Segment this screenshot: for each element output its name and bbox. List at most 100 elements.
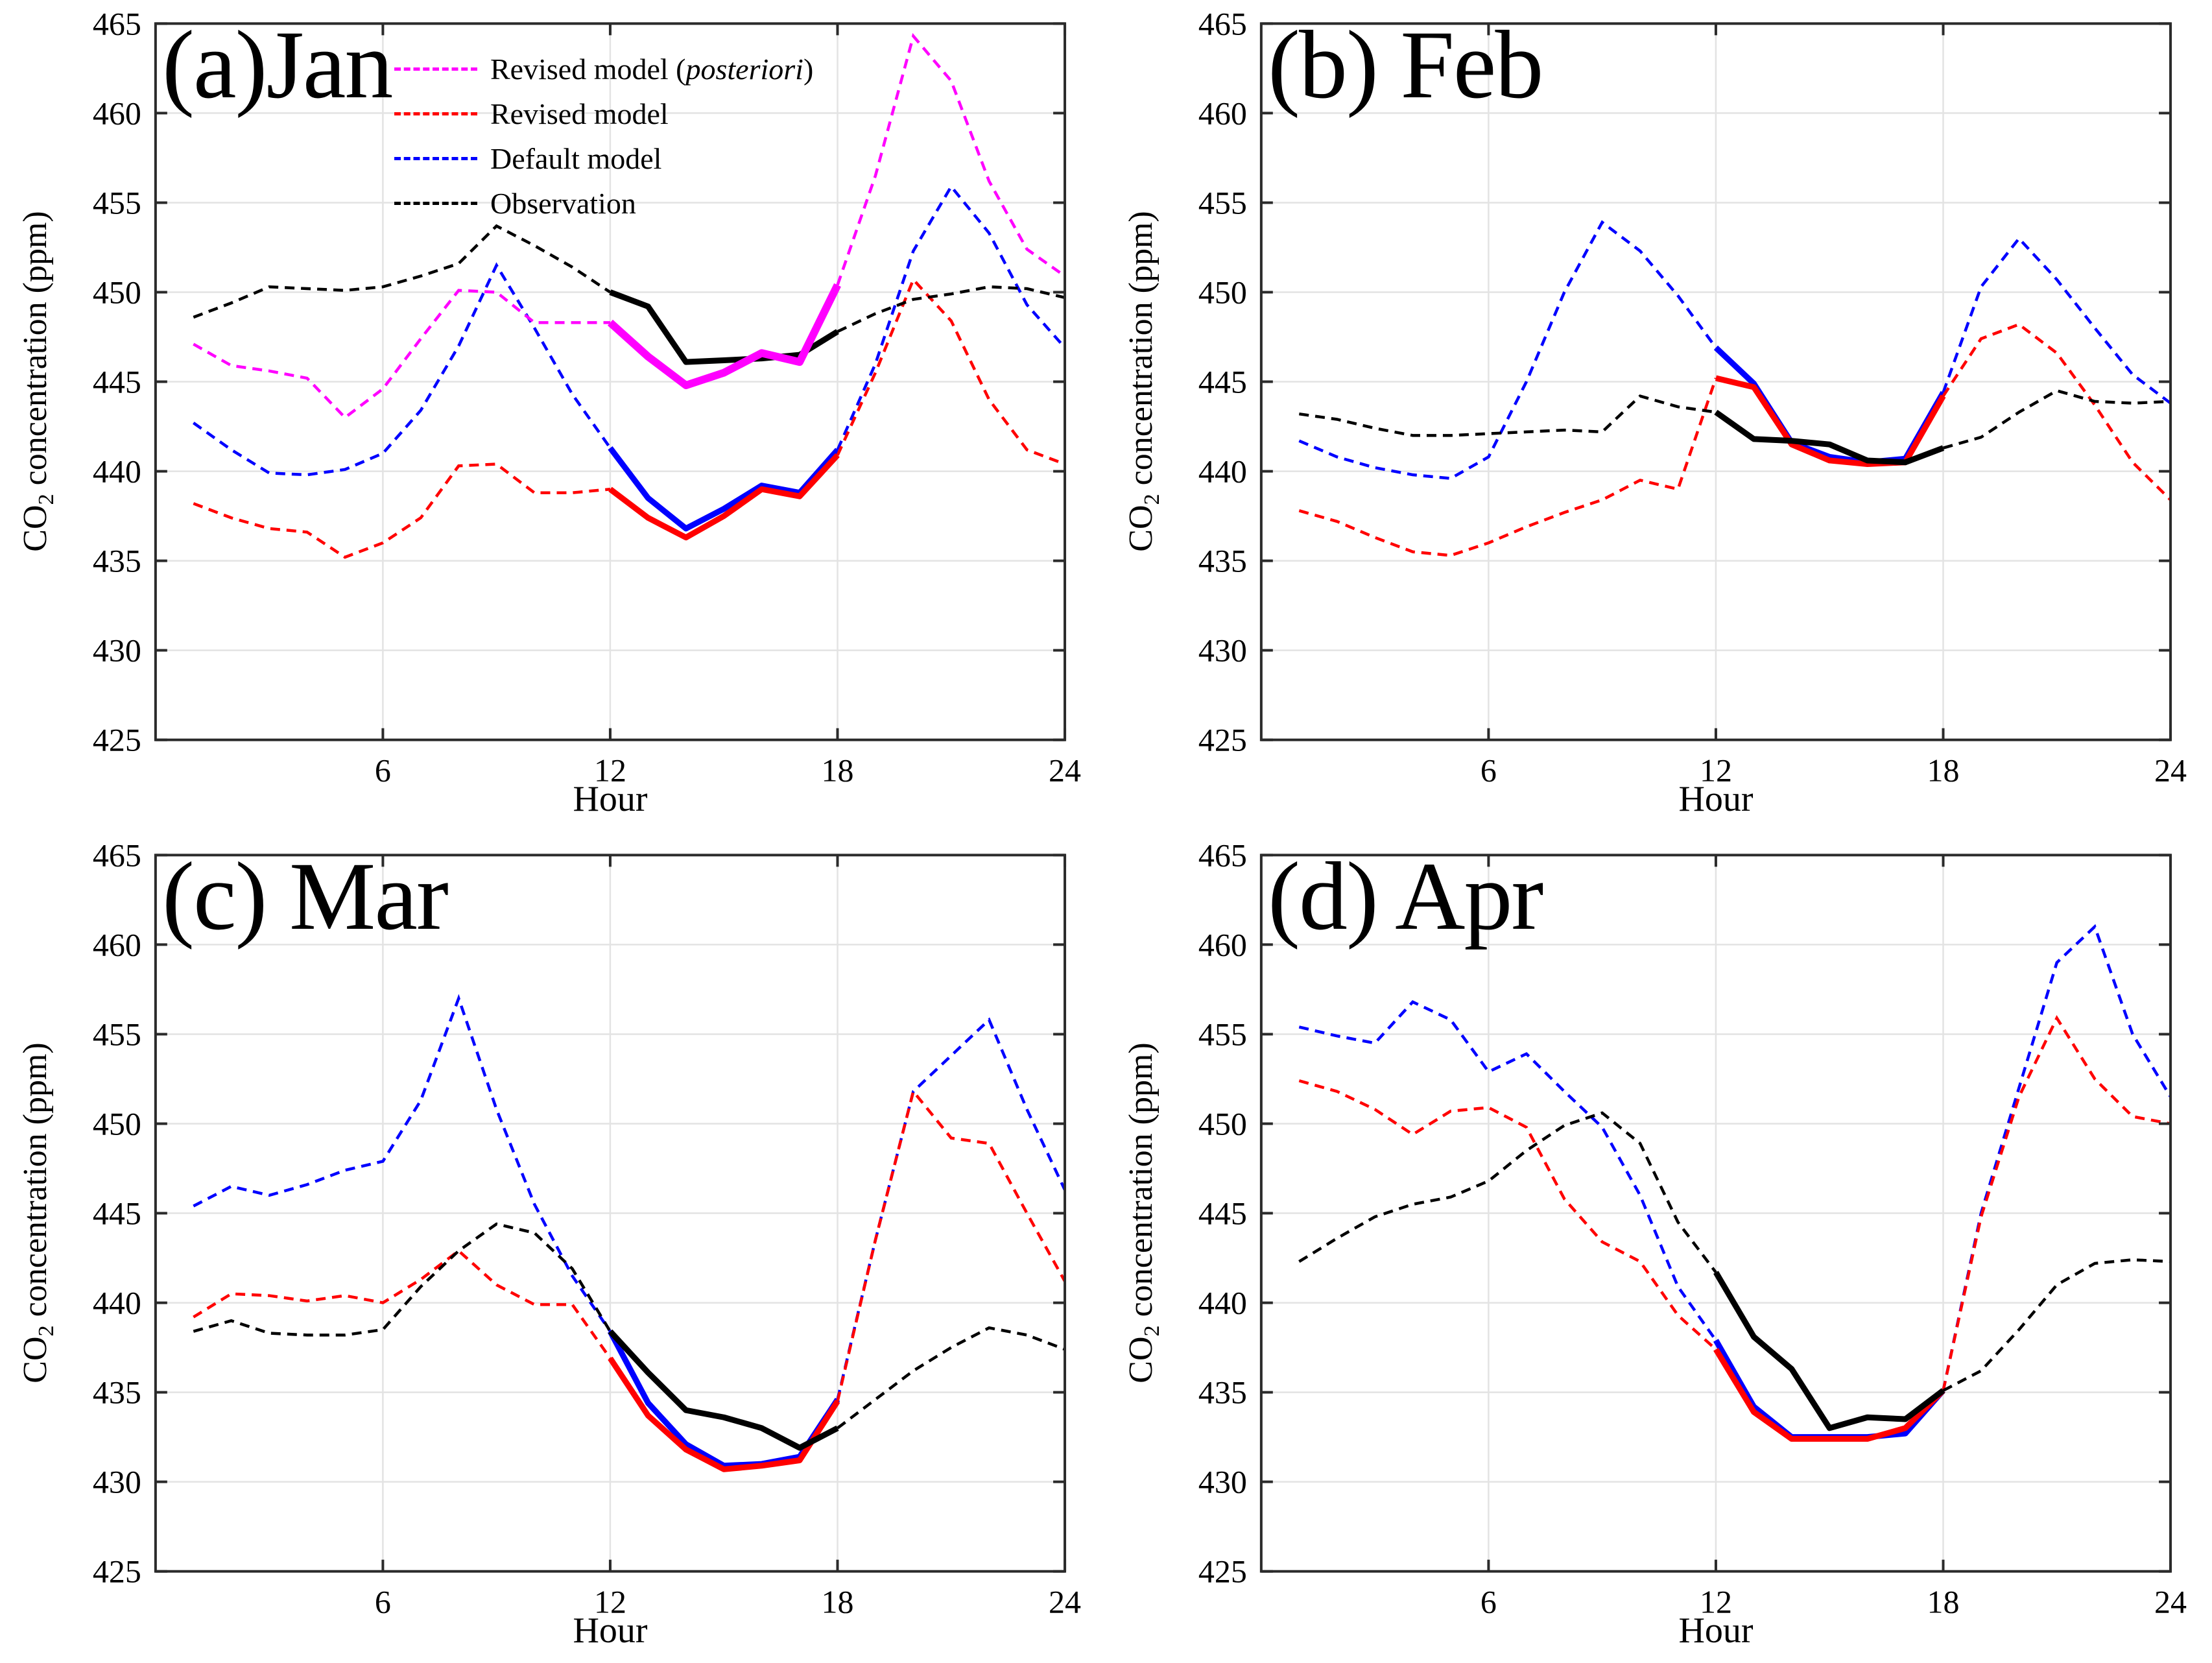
- y-tick-label: 430: [93, 1464, 141, 1500]
- x-axis-label: Hour: [573, 779, 648, 819]
- x-tick-label: 6: [1481, 1584, 1497, 1620]
- series-revised-model-posteriori--dashed-am: [193, 289, 610, 420]
- y-tick-label: 445: [93, 364, 141, 400]
- y-tick-label: 435: [93, 1374, 141, 1411]
- series-revised-model-posteriori--solid: [607, 283, 841, 390]
- y-tick-label: 440: [1198, 1285, 1247, 1321]
- series-default-model-dashed-am: [193, 994, 612, 1332]
- x-tick-label: 12: [594, 1584, 626, 1620]
- y-tick-label: 455: [1198, 184, 1247, 221]
- series-revised-model-dashed-am: [1298, 1079, 1717, 1351]
- x-tick-label: 6: [375, 752, 391, 789]
- series-revised-model-dashed-pm: [1942, 322, 2172, 501]
- legend: Revised model (posteriori) Revised model…: [394, 47, 813, 226]
- series-observation-dashed-pm: [1942, 389, 2171, 449]
- series-default-model-dashed-am: [193, 262, 612, 477]
- series-observation-dashed-am: [1299, 394, 1717, 437]
- series-observation-dashed-am: [193, 1222, 612, 1337]
- y-tick-label: 445: [93, 1195, 141, 1232]
- chart-mar-canvas: 425 430 435 440 445 450 455 460 465 6 12 18 24: [93, 837, 1081, 1620]
- panel-feb: 425 430 435 440 445 450 455 460 465 6 12 18 24 (b) F…: [1106, 0, 2211, 832]
- panel-title-mar: (c) Mar: [162, 843, 449, 950]
- y-tick-label: 425: [1198, 722, 1247, 758]
- x-tick-label: 24: [1049, 1584, 1081, 1620]
- chart-jan-canvas: 425 430 435 440 445 450 455 460 465 6 12 18 24: [93, 5, 1081, 789]
- series-observation-dashed-am: [1298, 1111, 1717, 1274]
- series-revised-model-dashed-pm: [1942, 1014, 2171, 1391]
- y-tick-label: 450: [93, 274, 141, 310]
- series-default-model-dashed-pm: [836, 184, 1066, 451]
- y-label-co: CO: [16, 505, 54, 552]
- y-tick-label: 425: [93, 722, 141, 758]
- series-observation-solid: [608, 1329, 839, 1451]
- y-tick-label: 430: [1198, 632, 1247, 669]
- y-tick-label: 435: [1198, 543, 1247, 579]
- y-tick-label: 430: [1198, 1464, 1247, 1500]
- y-tick-label: 455: [1198, 1016, 1247, 1052]
- x-tick-label: 18: [822, 1584, 854, 1620]
- series-default-model-dashed-am: [1298, 220, 1717, 480]
- y-tick-label: 450: [93, 1105, 141, 1142]
- series-revised-model-dashed-pm: [836, 1088, 1067, 1402]
- y-tick-label: 460: [93, 95, 141, 131]
- y-tick-label: 440: [93, 1285, 141, 1321]
- x-axis-label: Hour: [1678, 779, 1754, 819]
- y-tick-label: 445: [1198, 1195, 1247, 1232]
- series-revised-model-solid: [608, 453, 840, 541]
- series-revised-model-solid: [608, 1356, 840, 1472]
- y-axis-label: CO2 concentration (ppm): [16, 211, 59, 551]
- x-tick-label: 6: [1481, 752, 1497, 789]
- y-tick-label: 425: [1198, 1553, 1247, 1590]
- legend-item-default: Default model: [394, 136, 813, 181]
- y-axis-label: CO2 concentration (ppm): [16, 1042, 59, 1383]
- panel-jan: 425 430 435 440 445 450 455 460 465 6 12 18 24 (a)Ja…: [0, 0, 1106, 832]
- y-tick-label: 465: [93, 5, 141, 42]
- y-axis-label: CO2 concentration (ppm): [1122, 1042, 1165, 1383]
- series-revised-model-dashed-pm: [836, 276, 1065, 466]
- legend-item-observation: Observation: [394, 181, 813, 226]
- series-revised-model-dashed-am: [193, 1249, 612, 1359]
- series-revised-model-solid: [1713, 1348, 1945, 1442]
- y-tick-label: 445: [1198, 364, 1247, 400]
- y-tick-label: 460: [1198, 926, 1247, 963]
- y-tick-label: 450: [1198, 274, 1247, 310]
- y-tick-label: 430: [93, 632, 141, 669]
- x-tick-label: 12: [594, 752, 626, 789]
- x-tick-label: 12: [1700, 1584, 1732, 1620]
- x-tick-label: 24: [2154, 1584, 2187, 1620]
- chart-feb-canvas: 425 430 435 440 445 450 455 460 465 6 12 18 24: [1198, 5, 2187, 789]
- series-observation-solid: [1713, 1271, 1945, 1431]
- legend-label: Revised model: [490, 97, 669, 130]
- x-tick-label: 12: [1700, 752, 1732, 789]
- legend-item-posteriori: Revised model (posteriori): [394, 47, 813, 91]
- legend-label: Observation: [490, 187, 636, 220]
- legend-line-magenta: [394, 67, 477, 71]
- x-axis-label: Hour: [1678, 1610, 1754, 1651]
- x-tick-label: 6: [375, 1584, 391, 1620]
- y-axis-label: CO2 concentration (ppm): [1122, 211, 1165, 552]
- legend-label: Default model: [490, 142, 662, 175]
- series-revised-model-dashed-am: [193, 462, 611, 559]
- series-observation-dashed-am: [193, 224, 612, 319]
- legend-item-revised: Revised model: [394, 91, 813, 136]
- legend-line-black: [394, 202, 477, 205]
- panel-mar: 425 430 435 440 445 450 455 460 465 6 12 18 24 (c) M…: [0, 832, 1106, 1663]
- series-default-model-dashed-pm: [1942, 236, 2172, 405]
- x-axis-label: Hour: [573, 1610, 648, 1651]
- y-tick-label: 435: [93, 543, 141, 579]
- panel-title-jan: (a)Jan: [162, 11, 393, 119]
- series-default-model-dashed-am: [1298, 999, 1717, 1341]
- y-tick-label: 450: [1198, 1105, 1247, 1142]
- y-label-rest: concentration (ppm): [16, 211, 54, 494]
- y-tick-label: 460: [1198, 95, 1247, 131]
- x-tick-label: 24: [2154, 752, 2187, 789]
- y-label-subscript: 2: [34, 494, 59, 505]
- y-tick-label: 460: [93, 926, 141, 963]
- series-observation-dashed-pm: [837, 285, 1065, 333]
- series-revised-model-posteriori--dashed-pm: [836, 32, 1066, 286]
- series-observation-solid: [1714, 409, 1945, 466]
- panel-title-apr: (d) Apr: [1268, 843, 1543, 950]
- legend-label: Revised model (posteriori): [490, 53, 814, 86]
- y-tick-label: 425: [93, 1553, 141, 1590]
